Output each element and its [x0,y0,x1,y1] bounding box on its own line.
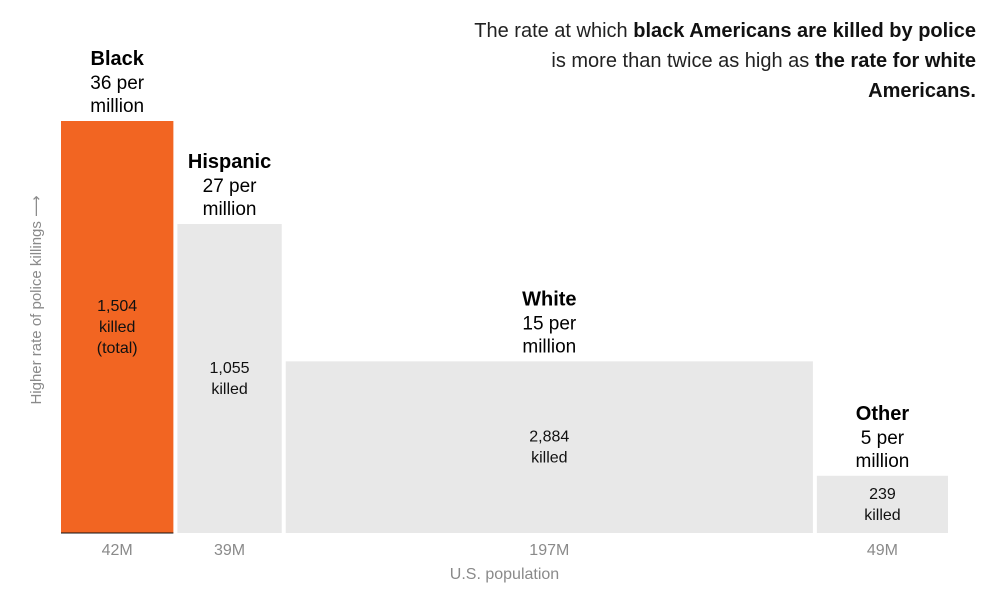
bar-name-black: Black [91,48,145,70]
bar-rate-label-other: 5 per [861,428,905,449]
bar-rate-label-white: million [522,336,576,357]
bar-rate-label-hispanic: million [203,199,257,220]
bar-hispanic [177,224,282,533]
bar-killed-label-hispanic: 1,055 [210,360,250,377]
headline-bold1: black Americans are killed by police [633,20,976,42]
bar-white [285,361,813,533]
bar-name-hispanic: Hispanic [188,151,271,173]
population-tick-white: 197M [529,542,569,559]
bar-killed-label-white: killed [531,450,567,467]
bar-name-other: Other [856,403,910,425]
chart-headline: The rate at which black Americans are ki… [456,16,976,106]
x-axis-title: U.S. population [449,566,560,583]
bar-rate-label-hispanic: 27 per [203,176,258,197]
bar-rate-label-black: 36 per [90,73,145,94]
headline-part1: The rate at which [474,20,634,42]
bar-name-white: White [522,288,576,310]
bar-black [61,121,174,533]
bar-killed-label-black: killed [99,319,135,336]
bar-killed-label-other: killed [864,507,900,524]
bar-rate-label-white: 15 per [522,313,577,334]
bar-killed-label-other: 239 [869,486,896,503]
bar-other [816,475,948,533]
bar-rate-label-black: million [90,96,144,117]
headline-bold2: the rate for white Americans. [814,50,976,102]
headline-part2: is more than twice as high as [551,50,815,72]
population-tick-hispanic: 39M [214,542,245,559]
population-tick-other: 49M [867,542,898,559]
bar-killed-label-white: 2,884 [529,429,569,446]
bar-killed-label-hispanic: killed [211,381,247,398]
population-tick-black: 42M [102,542,133,559]
bar-rate-label-other: million [856,451,910,472]
bar-killed-label-black: (total) [97,340,138,357]
bar-killed-label-black: 1,504 [97,298,137,315]
